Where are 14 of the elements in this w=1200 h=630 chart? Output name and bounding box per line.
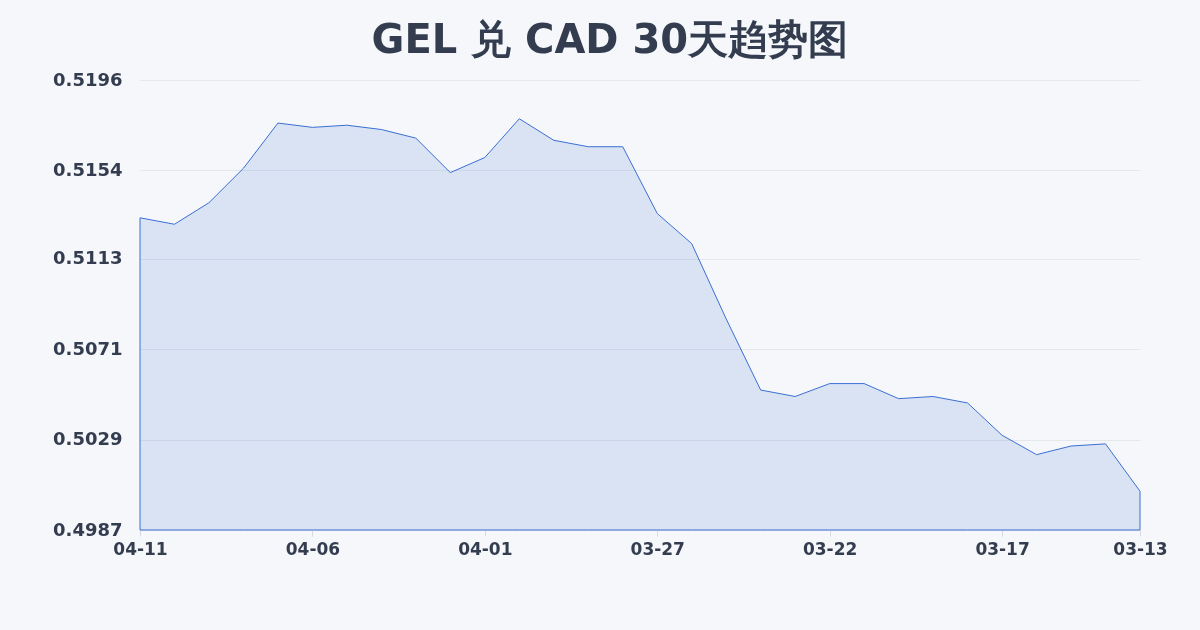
y-tick-label: 0.5071 — [53, 337, 123, 359]
y-tick-label: 0.5029 — [53, 428, 123, 450]
x-tick-label: 04-06 — [285, 538, 341, 559]
x-tick-label: 03-17 — [975, 538, 1030, 559]
y-tick-label: 0.5154 — [53, 158, 123, 180]
x-tick-label: 04-01 — [458, 538, 513, 559]
y-tick-label: 0.5113 — [53, 247, 123, 269]
y-tick-label: 0.4987 — [53, 518, 123, 540]
x-tick-label: 03-27 — [630, 538, 685, 559]
x-tick-label: 04-11 — [113, 538, 168, 559]
x-tick-label: 03-13 — [1113, 538, 1168, 559]
y-tick-label: 0.5196 — [53, 68, 123, 90]
chart-title: GEL 兑 CAD 30天趋势图 — [371, 16, 849, 62]
x-tick-label: 03-22 — [802, 538, 858, 559]
